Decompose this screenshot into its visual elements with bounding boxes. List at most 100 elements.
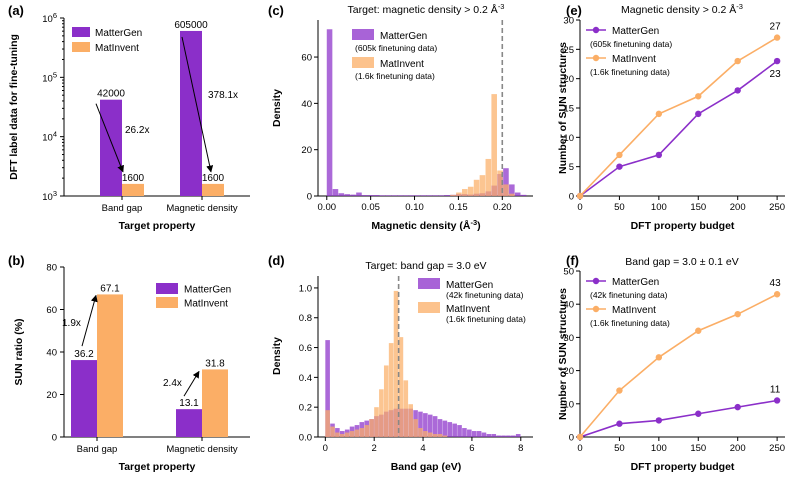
c-hist-bar xyxy=(326,29,333,197)
e-data-point xyxy=(655,110,663,118)
c-legend-swatch xyxy=(352,57,374,68)
b-legend-swatch xyxy=(156,283,178,294)
d-hist-bar xyxy=(427,432,433,437)
c-hist-bar xyxy=(479,175,486,196)
d-hist-bar xyxy=(335,432,340,437)
f-series-line xyxy=(579,399,778,438)
f-data-point xyxy=(773,291,781,298)
d-ytick-label: 0.4 xyxy=(299,373,312,384)
d-hist-bar xyxy=(427,414,433,437)
c-hist-bar xyxy=(344,194,350,196)
e-legend-marker xyxy=(592,26,600,34)
c-xtick-label: 0.10 xyxy=(405,202,424,213)
a-bar-value-label: 42000 xyxy=(97,89,125,100)
f-ylabel: Number of SUN structures xyxy=(557,288,569,420)
e-data-point xyxy=(616,151,623,159)
a-bar-value-label: 1600 xyxy=(122,173,145,184)
c-hist-bar xyxy=(491,94,497,196)
f-data-point xyxy=(695,410,702,417)
d-hist-bar xyxy=(481,432,487,437)
e-legend-marker xyxy=(592,54,600,62)
e-xlabel: DFT property budget xyxy=(631,220,735,232)
f-legend-label: MatInvent xyxy=(612,305,656,316)
e-data-point xyxy=(616,163,623,170)
d-ylabel: Density xyxy=(271,337,283,375)
d-hist-bar xyxy=(398,337,404,437)
c-legend-note: (605k finetuning data) xyxy=(355,43,437,53)
a-legend-swatch xyxy=(72,42,90,52)
f-data-point xyxy=(695,327,702,334)
f-legend-marker xyxy=(592,305,600,313)
b-ytick-label: 20 xyxy=(46,390,57,401)
a-arrow xyxy=(181,36,214,173)
f-legend-note: (42k finetuning data) xyxy=(590,290,668,300)
d-hist-bar xyxy=(359,428,365,437)
e-xtick-label: 150 xyxy=(690,202,706,213)
c-xlabel-tail: ) xyxy=(477,220,481,232)
c-hist-bar xyxy=(409,195,415,196)
d-hist-bar xyxy=(383,365,389,437)
b-ylabel: SUN ratio (%) xyxy=(13,318,25,385)
d-hist-bar xyxy=(423,413,428,437)
e-ylabel: Number of SUN structures xyxy=(557,42,569,174)
a-ratio-label: 378.1x xyxy=(208,90,238,101)
a-ytick-label-exp: 5 xyxy=(53,70,57,79)
c-hist-bar xyxy=(520,194,527,196)
a-ytick-label-exp: 3 xyxy=(53,189,57,198)
d-xtick-label: 8 xyxy=(518,443,523,454)
c-hist-bar xyxy=(426,195,433,196)
d-hist-bar xyxy=(418,411,423,437)
d-hist-bar xyxy=(374,407,379,437)
d-xtick-label: 0 xyxy=(323,443,328,454)
e-ytick-label: 0 xyxy=(569,192,574,203)
b-bar xyxy=(176,409,202,437)
d-hist-bar xyxy=(364,425,370,437)
a-bar-value-label: 605000 xyxy=(174,20,208,31)
a-ylabel: DFT label data for fine-tuning xyxy=(8,34,20,180)
b-xtick-label: Magnetic density xyxy=(166,444,238,455)
d-ytick-label: 0.0 xyxy=(299,433,312,444)
d-hist-bar xyxy=(413,419,418,437)
c-legend-swatch xyxy=(352,29,374,40)
b-bar-value-label: 13.1 xyxy=(179,398,199,409)
e-ytick-label: 30 xyxy=(563,16,574,27)
d-hist-bar xyxy=(511,435,516,437)
c-xlabel: Magnetic density (Å-3) xyxy=(371,218,480,232)
d-xtick-label: 6 xyxy=(469,443,474,454)
d-xtick-label: 4 xyxy=(420,443,425,454)
c-hist-bar xyxy=(456,192,462,196)
f-title: Band gap = 3.0 ± 0.1 eV xyxy=(625,256,738,268)
b-bar-value-label: 36.2 xyxy=(74,349,94,360)
b-bar-value-label: 67.1 xyxy=(100,283,120,294)
b-bar xyxy=(202,369,228,437)
e-xtick-label: 100 xyxy=(651,202,667,213)
d-ytick-label: 0.6 xyxy=(299,343,312,354)
d-hist-bar xyxy=(467,429,472,437)
b-xtick-label: Band gap xyxy=(77,444,118,455)
c-hist-bar xyxy=(420,195,427,196)
e-panel-label: (e) xyxy=(566,3,582,18)
f-xtick-label: 250 xyxy=(769,443,785,454)
d-hist-bar xyxy=(452,423,457,437)
e-title-exp: -3 xyxy=(736,2,743,11)
d-legend-label: MatInvent xyxy=(446,304,490,315)
f-data-point xyxy=(655,417,663,424)
c-hist-bar xyxy=(444,195,450,196)
a-bar-value-label: 1600 xyxy=(202,173,225,184)
c-hist-bar xyxy=(362,195,368,196)
d-legend-swatch xyxy=(418,278,440,289)
f-xtick-label: 200 xyxy=(730,443,746,454)
b-panel-label: (b) xyxy=(8,253,25,268)
d-hist-bar xyxy=(515,434,521,437)
f-series-line xyxy=(579,293,778,438)
b-ratio-label: 2.4x xyxy=(163,378,182,389)
f-ytick-label: 50 xyxy=(563,267,574,278)
c-hist-bar xyxy=(514,192,521,196)
f-ytick-label: 20 xyxy=(563,366,574,377)
f-legend-label: MatterGen xyxy=(612,277,659,288)
d-hist-bar xyxy=(491,434,497,437)
c-hist-bar xyxy=(462,189,468,196)
a-ytick-label-main: 10 xyxy=(42,133,53,144)
a-bar xyxy=(122,183,144,196)
